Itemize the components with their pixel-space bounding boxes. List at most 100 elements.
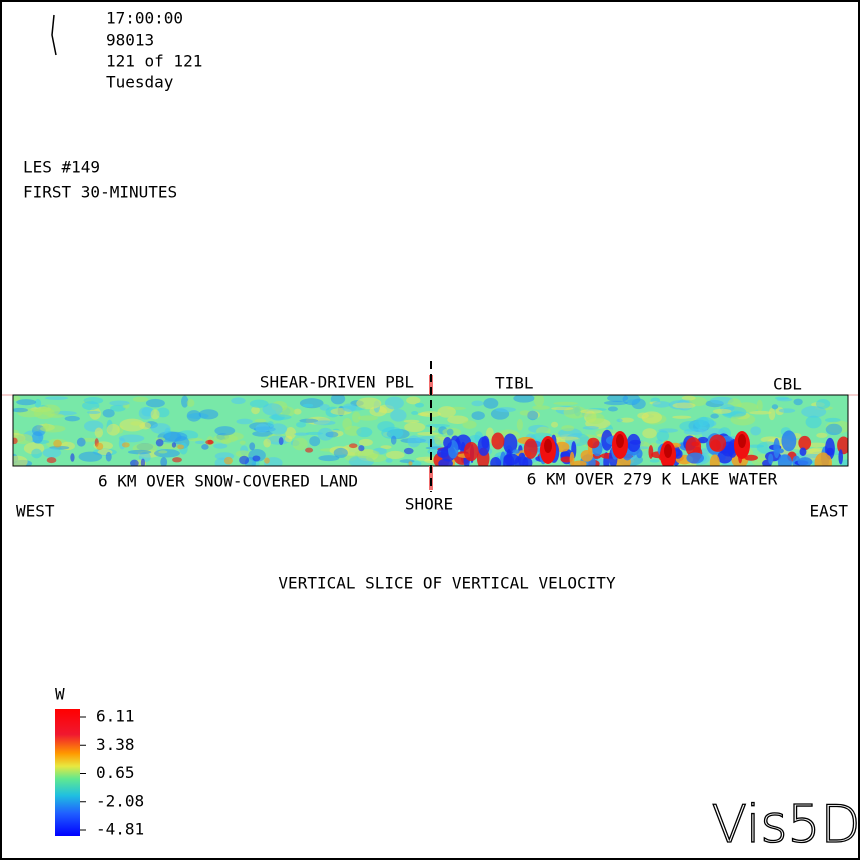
texture [738,434,746,448]
texture [302,403,314,408]
texture [407,435,421,448]
texture [777,454,792,466]
texture [603,400,628,406]
texture [150,423,171,434]
texture [776,397,793,402]
texture [213,443,228,449]
texture [607,406,618,412]
texture [768,453,774,465]
texture [582,426,599,430]
texture [532,405,550,410]
texture [826,447,834,456]
texture [13,455,28,466]
texture [231,397,246,405]
texture [814,452,832,466]
texture [749,410,772,415]
texture [14,433,33,445]
texture [239,455,250,465]
texture [642,428,657,439]
texture [255,423,270,433]
texture [187,437,203,442]
texture [342,403,357,412]
texture [797,457,813,466]
texture [652,401,671,408]
texture [773,437,780,459]
texture [251,406,260,415]
texture [381,426,404,439]
texture [105,451,112,462]
texture [262,403,283,416]
texture [198,409,219,420]
texture [425,424,450,428]
label: SHORE [405,495,453,514]
texture [109,400,130,406]
texture [102,408,115,418]
texture [717,450,733,464]
texture [305,447,314,453]
texture [385,458,393,463]
texture [681,395,696,401]
texture [46,457,57,464]
texture [263,438,272,448]
texture [744,454,758,461]
texture [815,399,831,409]
texture [816,432,828,438]
texture [686,452,705,464]
texture [793,398,803,406]
texture [252,455,261,462]
texture [505,448,512,466]
texture [33,407,55,420]
texture [756,399,763,412]
texture [318,455,340,462]
texture [622,395,641,406]
time: 17:00:00 [106,9,183,28]
colorbar-label: -4.81 [96,820,144,839]
texture [325,431,339,438]
texture [127,449,152,455]
texture [709,434,727,452]
texture [181,395,189,408]
texture [31,431,44,444]
clock-icon [51,14,57,56]
texture [153,449,180,458]
colorbar-label: 3.38 [96,735,135,754]
texture [712,408,732,414]
texture [172,457,182,463]
texture [580,409,603,414]
texture [186,410,201,422]
texture [390,435,397,445]
texture [42,447,62,458]
texture [356,397,382,410]
texture [471,400,484,407]
texture [837,436,848,455]
texture [158,450,168,454]
logo: Vis5D [711,795,860,855]
texture [264,457,270,464]
texture [358,438,373,447]
texture [408,461,413,466]
texture [513,395,535,403]
texture [403,447,414,455]
texture [177,444,185,450]
texture [503,433,518,454]
texture [463,441,479,462]
texture [252,430,273,437]
velocity-slice [13,395,848,466]
texture [414,402,424,408]
label: 6 KM OVER 279 K LAKE WATER [527,470,778,489]
texture [138,406,153,420]
texture [130,459,139,466]
colorbar-variable: W [55,685,65,704]
texture [709,454,720,466]
texture [330,395,346,405]
texture [768,408,776,421]
texture [358,445,365,452]
texture [110,404,126,412]
texture [390,409,407,422]
texture [750,426,762,436]
texture [96,442,104,451]
texture [825,423,843,436]
texture [267,435,290,445]
texture [278,437,284,446]
texture [649,459,660,463]
